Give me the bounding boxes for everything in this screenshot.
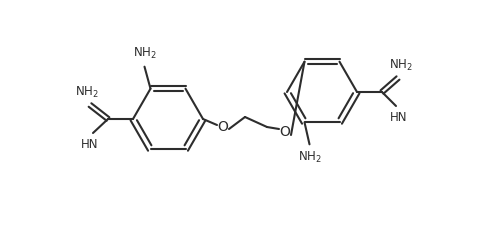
- Text: NH$_2$: NH$_2$: [389, 58, 413, 73]
- Text: NH$_2$: NH$_2$: [133, 46, 156, 61]
- Text: NH$_2$: NH$_2$: [75, 85, 99, 100]
- Text: HN: HN: [390, 111, 408, 124]
- Text: O: O: [218, 120, 228, 134]
- Text: HN: HN: [81, 138, 99, 151]
- Text: O: O: [280, 125, 290, 139]
- Text: NH$_2$: NH$_2$: [298, 150, 321, 165]
